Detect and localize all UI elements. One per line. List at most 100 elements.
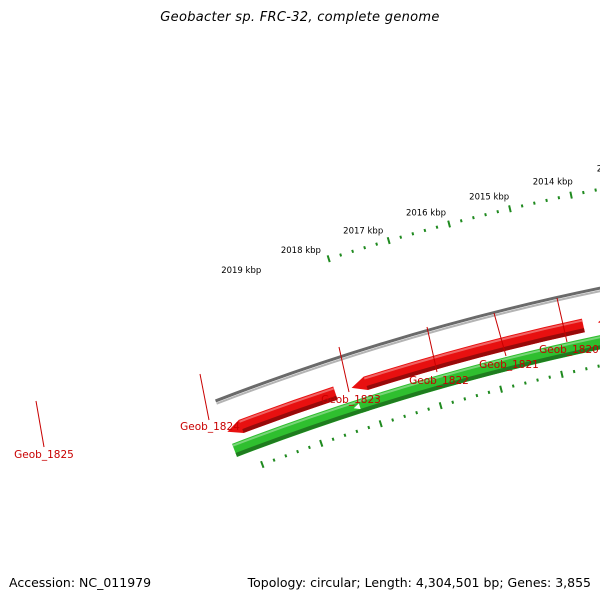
minor-tick xyxy=(496,210,500,214)
inner-major-tick xyxy=(378,420,383,428)
inner-minor-tick xyxy=(415,410,419,415)
minor-tick xyxy=(533,201,536,205)
gene-leader-line xyxy=(493,312,507,357)
scale-label: 2017 kbp xyxy=(343,226,383,236)
minor-tick xyxy=(435,225,439,229)
gene-label-text: Geob_1823 xyxy=(321,394,381,406)
forward-gene-arrow xyxy=(351,318,585,391)
scale-label: 2016 kbp xyxy=(406,209,446,219)
gene-arrow-body xyxy=(597,320,600,323)
gene-leader-line xyxy=(199,373,210,421)
minor-tick xyxy=(375,242,379,246)
gene-label-geob-1820: Geob_1820 xyxy=(539,297,599,356)
gene-leader-line xyxy=(35,400,45,448)
inner-minor-tick xyxy=(451,400,455,404)
gene-label-geob-1825: Geob_1825 xyxy=(14,400,74,461)
inner-minor-tick xyxy=(597,364,600,368)
gene-arrow-body xyxy=(227,386,338,433)
gene-arrow-shadow xyxy=(360,345,600,413)
gene-arrow-highlight xyxy=(357,336,600,403)
inner-major-tick xyxy=(319,439,324,447)
inner-minor-tick xyxy=(391,418,395,422)
backbone-outer-line xyxy=(215,286,600,403)
scale-labels: 2019 kbp 2018 kbp 2017 kbp 2016 kbp 2015 kbp… xyxy=(221,165,600,276)
scale-label: 2015 kbp xyxy=(469,192,509,202)
inner-minor-tick xyxy=(524,381,527,385)
accession-label: Accession: NC_011979 xyxy=(9,575,152,590)
inner-minor-tick xyxy=(585,367,588,371)
scale-label: 2013 kbp xyxy=(597,165,600,175)
inner-minor-tick xyxy=(487,390,491,395)
gene-label-text: Geob_1820 xyxy=(539,344,599,356)
major-tick xyxy=(447,220,451,228)
inner-ticks xyxy=(260,364,600,469)
inner-minor-tick xyxy=(511,384,515,388)
inner-minor-tick xyxy=(272,458,276,462)
gene-label-text: Geob_1822 xyxy=(409,375,469,387)
reverse-gene-arrow xyxy=(357,335,600,413)
inner-minor-tick xyxy=(284,454,288,458)
inner-major-tick xyxy=(499,385,503,393)
gene-label-text: Geob_1824 xyxy=(180,421,240,433)
minor-tick xyxy=(423,228,427,233)
scale-label: 2019 kbp xyxy=(221,266,261,276)
gene-arrow-highlight xyxy=(363,319,583,380)
inner-minor-tick xyxy=(427,407,431,411)
inner-minor-tick xyxy=(572,369,576,374)
major-tick xyxy=(326,255,331,263)
inner-minor-tick xyxy=(403,414,407,419)
gene-arrow-shadow xyxy=(242,395,338,433)
minor-tick xyxy=(363,245,367,250)
backbone-inner-line xyxy=(216,290,600,405)
gene-label-text: Geob_1821 xyxy=(479,359,539,371)
gene-label-geob-1823: Geob_1823 xyxy=(321,346,381,406)
gene-labels: Geob_1825 Geob_1824 Geob_1823 Geob_1822 Geob… xyxy=(14,297,599,461)
gene-label-text: Geob_1825 xyxy=(14,449,74,461)
minor-tick xyxy=(459,219,463,223)
minor-tick xyxy=(472,216,475,220)
genome-backbone xyxy=(215,286,600,405)
inner-minor-tick xyxy=(475,393,479,398)
inner-major-tick xyxy=(438,402,443,410)
inner-major-tick xyxy=(260,460,265,469)
minor-tick xyxy=(557,196,561,200)
inner-minor-tick xyxy=(548,375,552,379)
genome-summary: Topology: circular; Length: 4,304,501 bp… xyxy=(247,575,591,590)
scale-label: 2018 kbp xyxy=(281,246,321,256)
gene-arrow-body xyxy=(351,318,585,391)
gene-leader-line xyxy=(338,346,350,393)
minor-tick xyxy=(411,232,415,236)
minor-tick xyxy=(351,249,355,254)
minor-tick xyxy=(484,212,487,217)
gene-label-geob-1821: Geob_1821 xyxy=(479,312,539,371)
gene-label-geob-1824: Geob_1824 xyxy=(180,373,240,433)
minor-tick xyxy=(545,198,548,203)
gene-leader-line xyxy=(556,297,568,343)
gene-label-geob-1822: Geob_1822 xyxy=(409,326,469,387)
minor-tick xyxy=(339,253,343,257)
inner-minor-tick xyxy=(343,433,347,438)
scale-ticks xyxy=(326,188,597,263)
major-tick xyxy=(569,191,573,199)
scale-label: 2014 kbp xyxy=(533,178,573,188)
minor-tick xyxy=(582,190,585,195)
forward-gene-arrow xyxy=(597,320,600,323)
inner-minor-tick xyxy=(463,397,467,401)
inner-minor-tick xyxy=(331,437,335,442)
forward-strand-genes xyxy=(227,318,600,433)
reverse-strand-genes xyxy=(232,335,600,457)
gene-arrow-shadow xyxy=(366,328,585,390)
inner-minor-tick xyxy=(296,449,300,454)
major-tick xyxy=(508,205,512,213)
inner-minor-tick xyxy=(536,378,539,382)
minor-tick xyxy=(399,235,403,239)
gene-leader-line xyxy=(426,326,438,373)
minor-tick xyxy=(520,204,524,208)
major-tick xyxy=(386,236,391,245)
inner-major-tick xyxy=(560,370,564,378)
inner-minor-tick xyxy=(355,429,359,434)
minor-tick xyxy=(594,188,597,192)
genome-title: Geobacter sp. FRC-32, complete genome xyxy=(160,10,440,25)
